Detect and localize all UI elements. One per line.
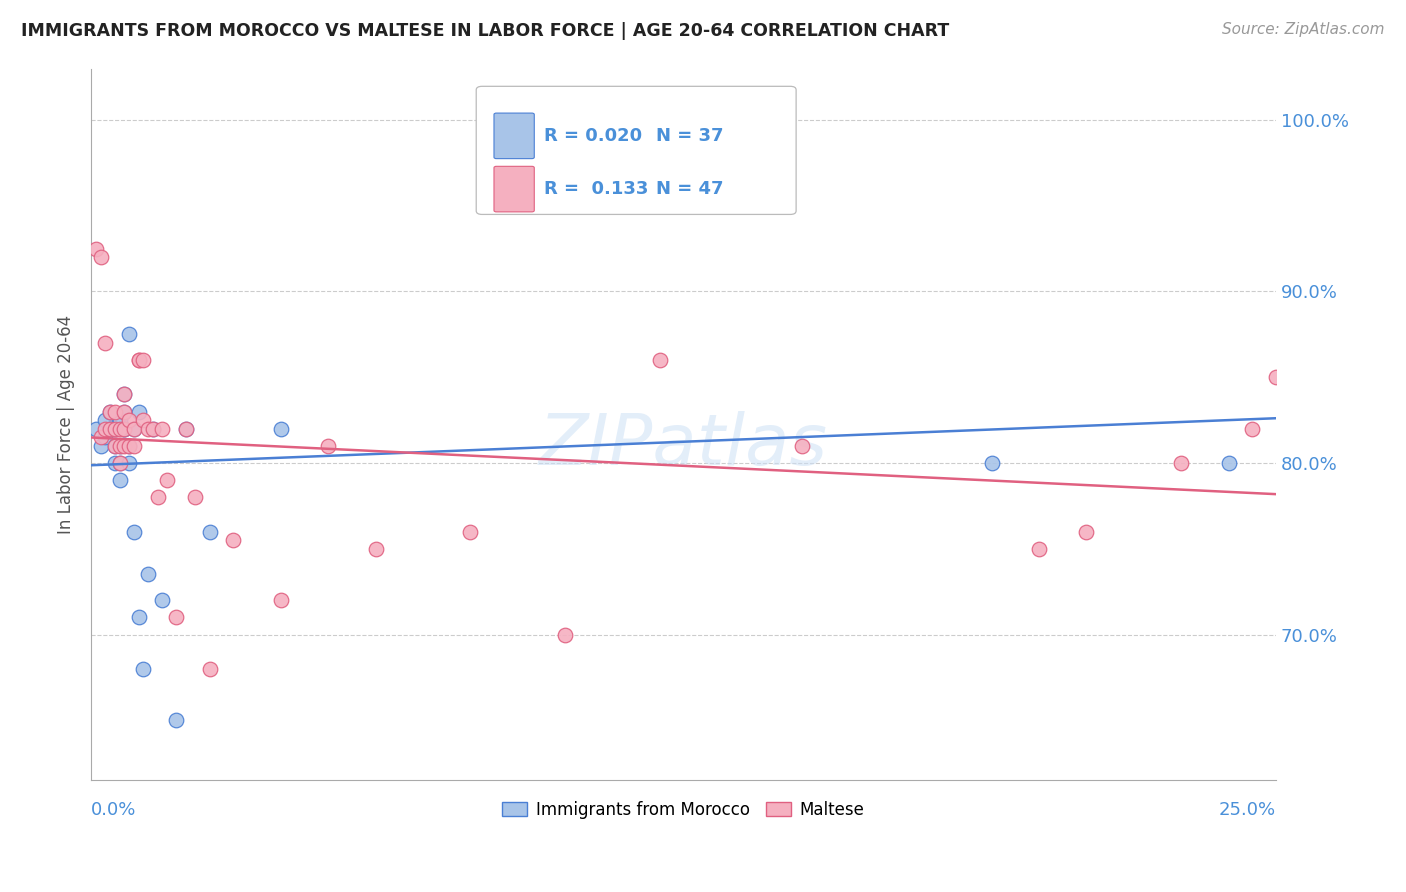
Point (1028, 541, 1050, 556)
Text: Source: ZipAtlas.com: Source: ZipAtlas.com (1222, 22, 1385, 37)
Point (108, 422, 131, 436)
Point (104, 422, 127, 436)
Point (112, 387, 135, 401)
FancyBboxPatch shape (494, 113, 534, 159)
Point (554, 199, 576, 213)
Point (146, 491, 169, 505)
Point (648, 353, 671, 368)
Point (108, 439, 131, 453)
Text: 0.0%: 0.0% (91, 801, 136, 819)
Point (122, 422, 145, 436)
Point (108, 456, 131, 470)
Text: IMMIGRANTS FROM MOROCCO VS MALTESE IN LABOR FORCE | AGE 20-64 CORRELATION CHART: IMMIGRANTS FROM MOROCCO VS MALTESE IN LA… (21, 22, 949, 40)
Legend: Immigrants from Morocco, Maltese: Immigrants from Morocco, Maltese (496, 794, 872, 825)
Point (112, 404, 135, 418)
Point (104, 404, 127, 418)
Point (122, 422, 145, 436)
Point (108, 439, 131, 453)
Point (122, 524, 145, 539)
Y-axis label: In Labor Force | Age 20-64: In Labor Force | Age 20-64 (58, 315, 75, 534)
Point (980, 456, 1002, 470)
Point (150, 422, 173, 436)
Text: R =  0.133: R = 0.133 (544, 180, 648, 198)
Point (112, 422, 135, 436)
Point (142, 422, 165, 436)
Point (118, 439, 141, 453)
Text: ZIPatlas: ZIPatlas (538, 411, 828, 480)
Text: 25.0%: 25.0% (1219, 801, 1277, 819)
Point (142, 422, 165, 436)
Point (84, 242, 107, 256)
Point (156, 473, 179, 487)
Point (118, 439, 141, 453)
Point (132, 413, 155, 427)
Point (1170, 456, 1192, 470)
FancyBboxPatch shape (494, 166, 534, 212)
Point (90, 430, 112, 444)
Point (98, 404, 121, 418)
Point (104, 422, 127, 436)
Text: N = 37: N = 37 (657, 127, 724, 145)
Point (132, 353, 155, 368)
Point (554, 627, 576, 641)
Point (112, 387, 135, 401)
Point (118, 456, 141, 470)
Point (108, 473, 131, 487)
Point (122, 439, 145, 453)
Point (128, 404, 150, 418)
Text: N = 47: N = 47 (657, 180, 724, 198)
Point (1218, 456, 1240, 470)
Point (98, 422, 121, 436)
Point (1241, 422, 1264, 436)
Point (270, 422, 292, 436)
Point (94, 422, 117, 436)
Point (150, 593, 173, 607)
Point (118, 327, 141, 342)
Point (112, 422, 135, 436)
Point (118, 413, 141, 427)
Point (198, 662, 221, 676)
Point (112, 422, 135, 436)
Point (198, 524, 221, 539)
Point (84, 422, 107, 436)
Point (364, 541, 387, 556)
Point (1265, 370, 1288, 384)
FancyBboxPatch shape (477, 87, 796, 214)
Point (90, 250, 112, 264)
Point (222, 533, 245, 548)
Point (94, 335, 117, 350)
Point (104, 439, 127, 453)
Point (166, 610, 188, 624)
Point (108, 456, 131, 470)
Point (108, 413, 131, 427)
Point (104, 439, 127, 453)
Point (94, 413, 117, 427)
Point (128, 610, 150, 624)
Point (270, 593, 292, 607)
Point (112, 404, 135, 418)
Point (790, 439, 813, 453)
Point (98, 422, 121, 436)
Point (136, 422, 159, 436)
Point (458, 524, 481, 539)
Point (128, 353, 150, 368)
Point (98, 404, 121, 418)
Point (174, 422, 197, 436)
Point (184, 491, 207, 505)
Point (1076, 524, 1098, 539)
Point (112, 439, 135, 453)
Point (94, 430, 117, 444)
Point (316, 439, 339, 453)
Point (90, 439, 112, 453)
Point (166, 713, 188, 727)
Point (136, 567, 159, 582)
Point (104, 456, 127, 470)
Point (132, 662, 155, 676)
Point (174, 422, 197, 436)
Text: R = 0.020: R = 0.020 (544, 127, 643, 145)
Point (128, 353, 150, 368)
